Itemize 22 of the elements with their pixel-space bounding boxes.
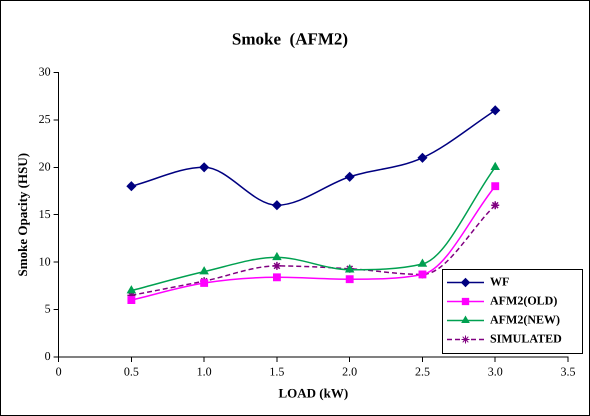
- x-tick-label: 1.0: [196, 364, 212, 378]
- x-tick-label: 0.5: [124, 364, 139, 378]
- x-axis-title: LOAD (kW): [278, 386, 348, 401]
- legend-label: WF: [490, 274, 510, 289]
- y-tick-label: 30: [38, 64, 51, 79]
- legend-label: SIMULATED: [490, 332, 562, 346]
- x-tick-label: 3.0: [488, 364, 503, 378]
- x-tick-label: 0: [56, 364, 62, 378]
- y-axis-title: Smoke Opacity (HSU): [15, 152, 30, 276]
- x-tick-label: 2.5: [414, 364, 430, 378]
- legend-label: AFM2(NEW): [490, 312, 560, 327]
- y-tick-label: 5: [44, 302, 51, 316]
- legend-label: AFM2(OLD): [490, 294, 558, 308]
- x-tick-label: 1.5: [269, 364, 284, 378]
- x-tick-label: 3.5: [560, 364, 576, 378]
- y-tick-label: 20: [38, 159, 51, 174]
- y-tick-label: 10: [38, 254, 51, 268]
- y-tick-label: 25: [38, 112, 51, 126]
- chart-title: Smoke (AFM2): [232, 30, 348, 49]
- y-tick-label: 15: [38, 206, 51, 221]
- x-tick-label: 2.0: [342, 364, 358, 378]
- y-tick-label: 0: [44, 349, 51, 364]
